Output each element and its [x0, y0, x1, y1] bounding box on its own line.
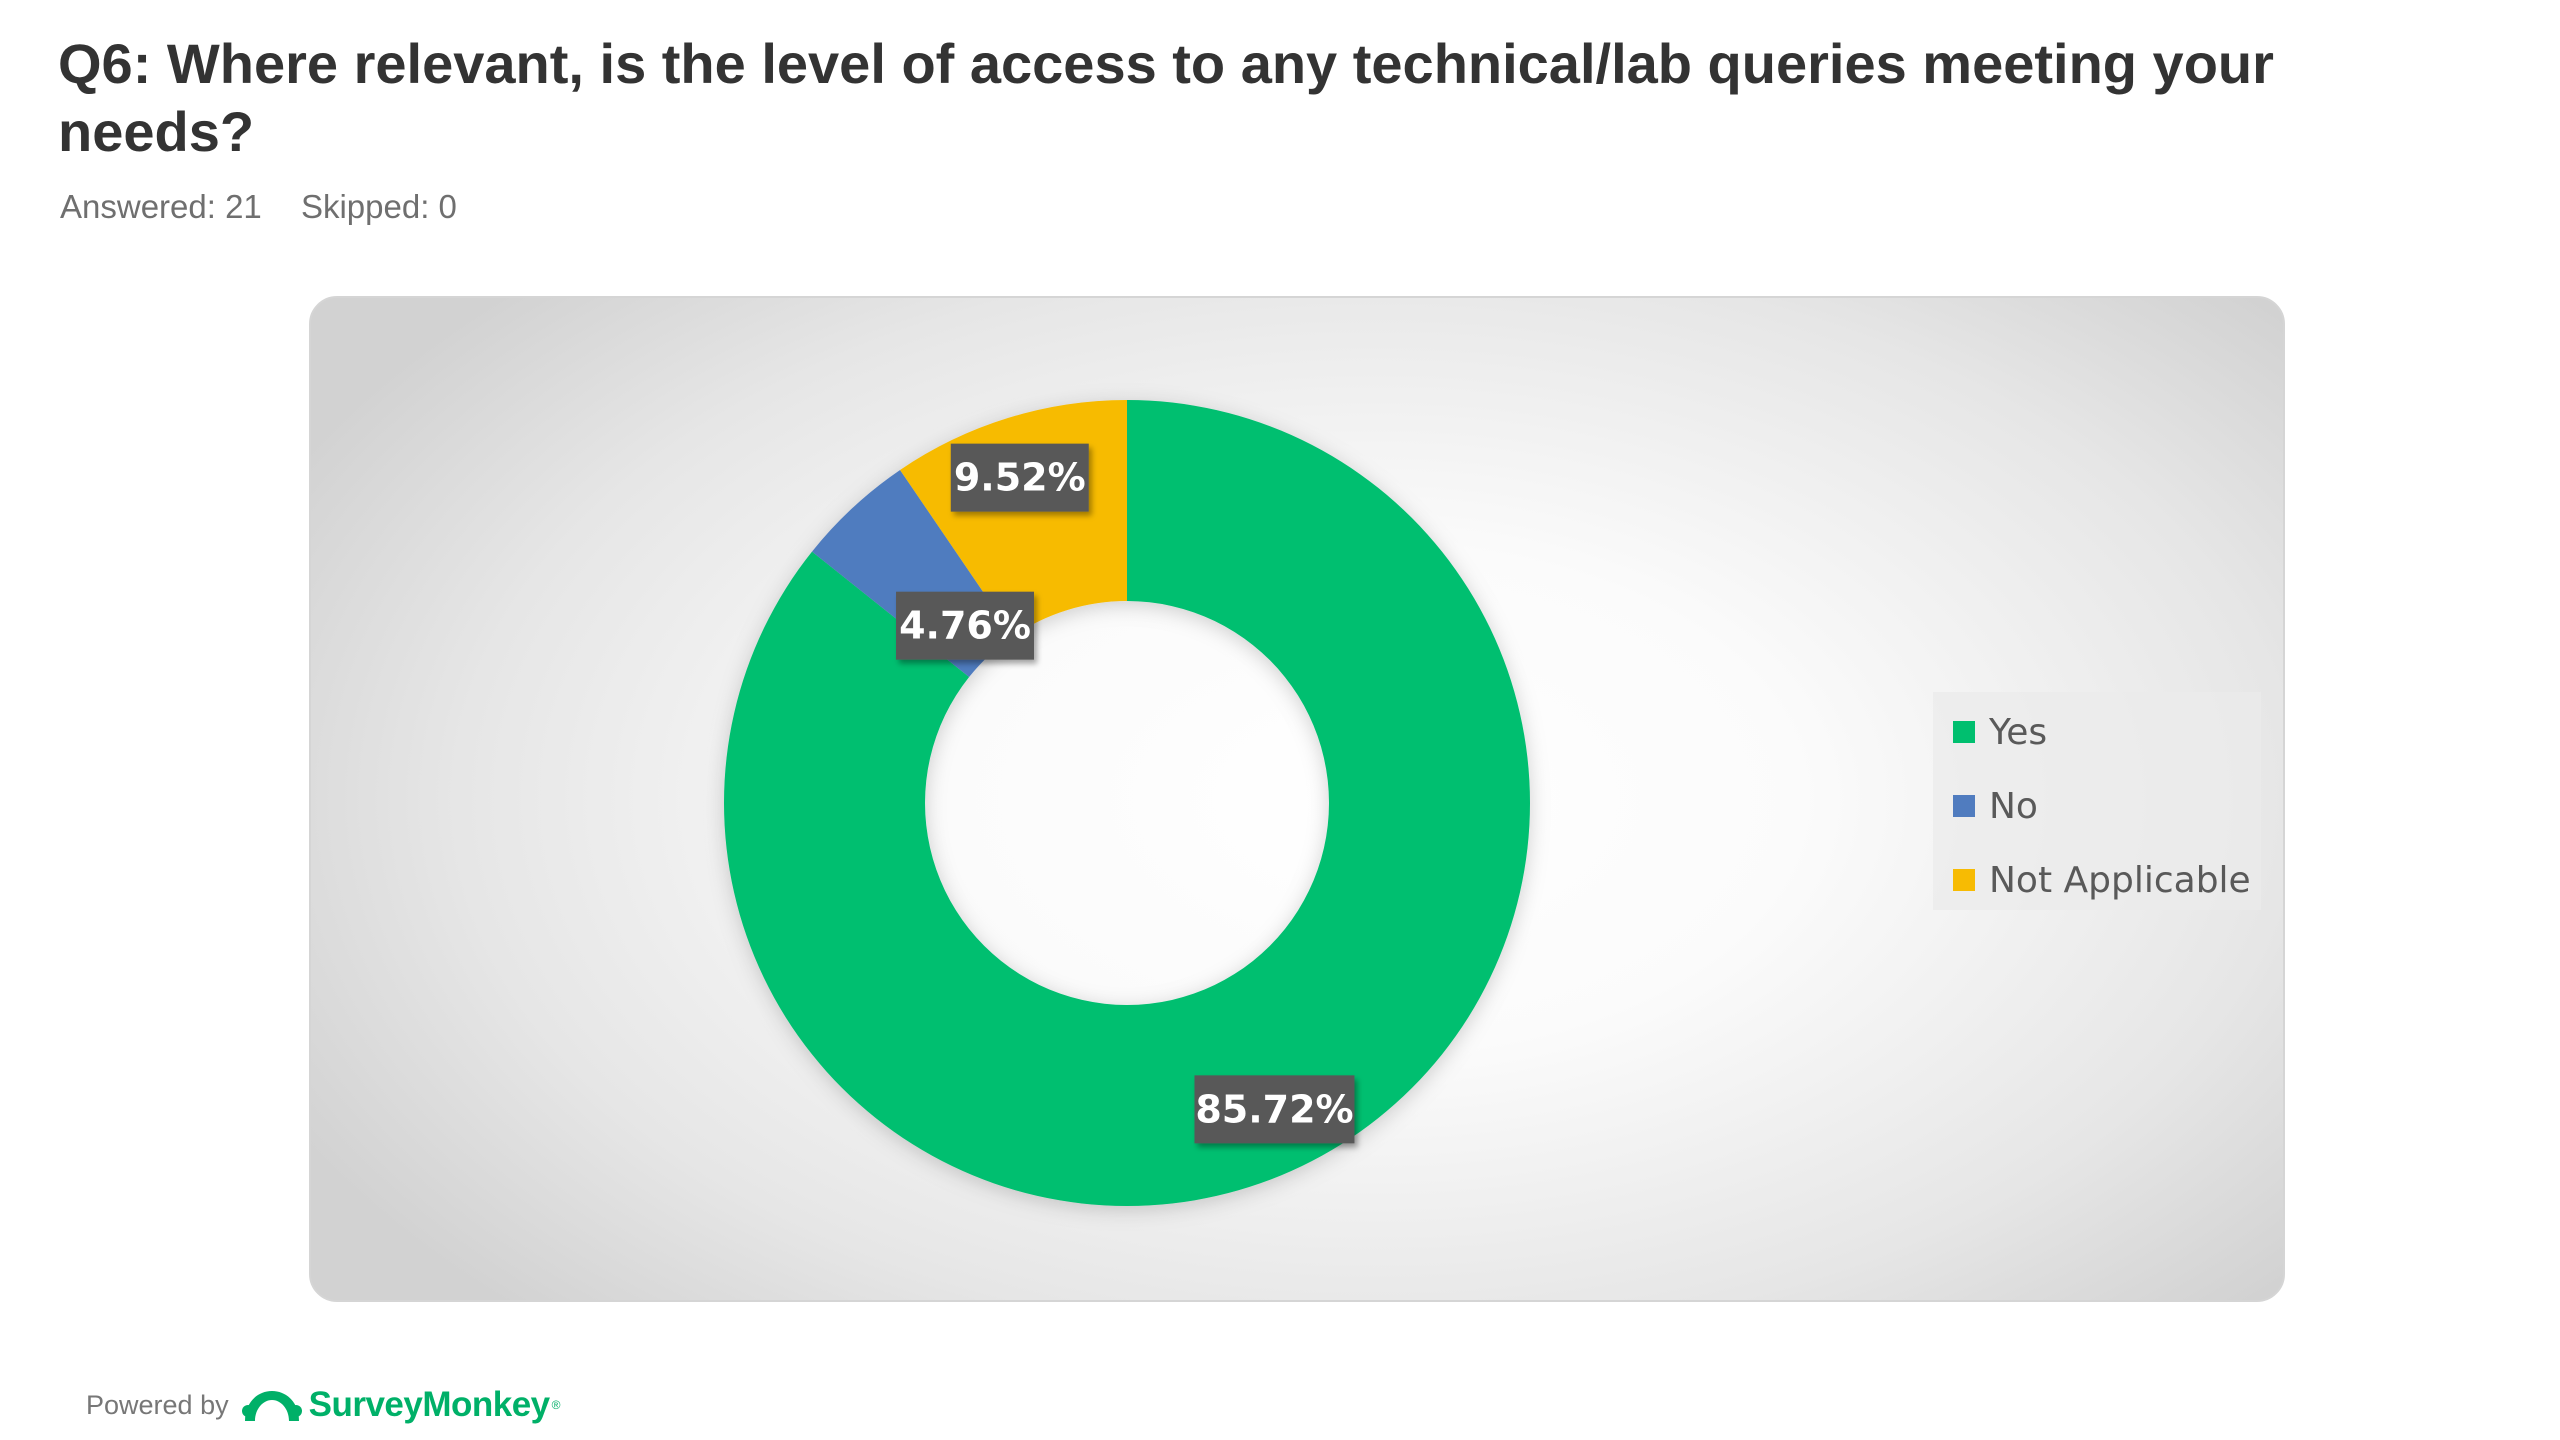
- answered-count: Answered: 21: [60, 188, 262, 225]
- data-label-box: [950, 443, 1089, 512]
- legend-swatch: [1953, 869, 1975, 891]
- data-label-text: 4.76%: [899, 604, 1031, 648]
- surveymonkey-logo-icon: [241, 1391, 302, 1421]
- legend-swatch: [1953, 721, 1975, 743]
- data-label-text: 9.52%: [954, 456, 1086, 500]
- trademark-mark: ®: [551, 1398, 561, 1412]
- brand-name: SurveyMonkey: [308, 1385, 551, 1424]
- data-label-box: [896, 591, 1035, 660]
- legend-label: No: [1989, 785, 2038, 827]
- chart-panel: 85.72% 4.76% 9.52% Yes No Not Applicable: [309, 296, 2285, 1302]
- data-label-not-applicable: 9.52%: [950, 443, 1089, 512]
- skipped-count: Skipped: 0: [300, 188, 457, 225]
- data-label-no: 4.76%: [896, 591, 1035, 660]
- powered-by-label: Powered by: [86, 1389, 229, 1420]
- slice-yes: [723, 400, 1530, 1206]
- question-title: Q6: Where relevant, is the level of acce…: [58, 32, 2274, 163]
- legend-item-not-applicable: Not Applicable: [1953, 859, 2251, 901]
- legend-item-no: No: [1953, 785, 2038, 827]
- data-label-yes: 85.72%: [1194, 1075, 1355, 1144]
- legend-item-yes: Yes: [1953, 711, 2048, 753]
- chart-legend: Yes No Not Applicable: [1933, 692, 2261, 910]
- legend-label: Not Applicable: [1989, 859, 2251, 901]
- response-counts: Answered: 21 Skipped: 0: [60, 188, 487, 226]
- legend-label: Yes: [1989, 711, 2048, 753]
- footer: Powered by SurveyMonkey ®: [86, 1385, 561, 1425]
- data-label-box: [1194, 1075, 1355, 1144]
- donut-chart: 85.72% 4.76% 9.52%: [723, 400, 1530, 1206]
- data-label-text: 85.72%: [1195, 1087, 1353, 1131]
- legend-swatch: [1953, 795, 1975, 817]
